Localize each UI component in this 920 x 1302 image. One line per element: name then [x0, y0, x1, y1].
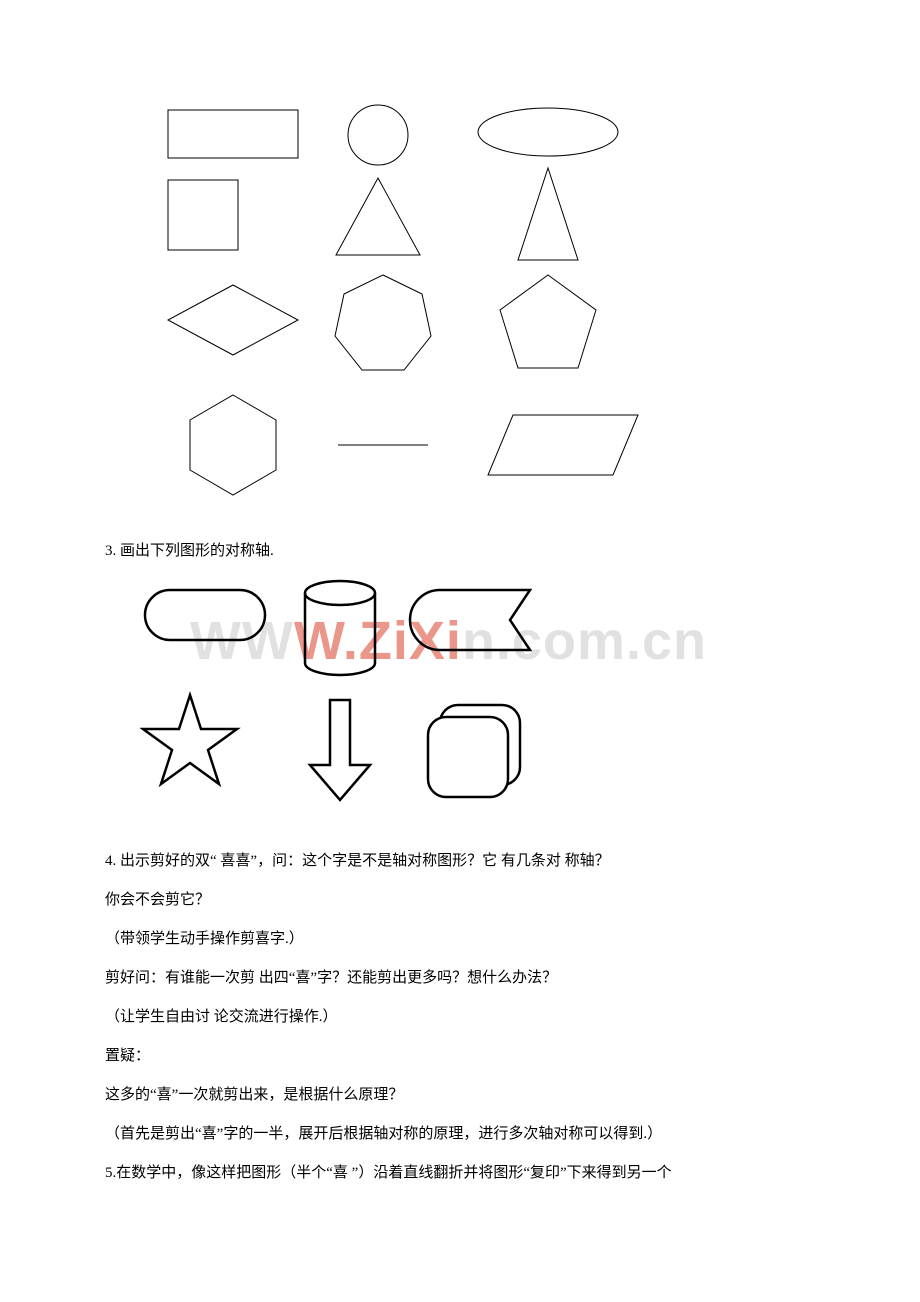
- cylinder-bottom: [305, 663, 375, 675]
- star-shape: [143, 695, 237, 784]
- text-line-3: 剪好问：有谁能一次剪 出四“喜”字？还能剪出更多吗？想什么办法？: [105, 959, 825, 998]
- q3-line: 3. 画出下列图形的对称轴.: [105, 532, 825, 571]
- bullet-shape: [410, 590, 530, 650]
- tall-triangle-shape: [518, 168, 578, 260]
- shapes-svg-2: [140, 575, 570, 825]
- rhombus-shape: [168, 285, 298, 355]
- down-arrow-shape: [310, 700, 370, 800]
- text-line-1: 你会不会剪它？: [105, 881, 825, 920]
- shapes-grid-2: [140, 575, 560, 830]
- shapes-svg-1: [158, 100, 678, 520]
- heptagon-shape: [335, 275, 431, 370]
- text-line-6: 这多的“喜”一次就剪出来，是根据什么原理？: [105, 1076, 825, 1115]
- text-line-2: （带领学生动手操作剪喜字.）: [105, 920, 825, 959]
- square-shape: [168, 180, 238, 250]
- rounded-square-front: [428, 717, 508, 797]
- stadium-shape: [145, 590, 265, 640]
- circle-shape: [348, 105, 408, 165]
- cylinder-top: [305, 581, 375, 605]
- question-3-text: 3. 画出下列图形的对称轴.: [105, 532, 825, 571]
- pentagon-shape: [500, 275, 596, 368]
- hexagon-shape: [190, 395, 276, 495]
- rectangle-shape: [168, 110, 298, 158]
- triangle-shape: [336, 178, 420, 255]
- shapes-grid-1: [158, 100, 668, 525]
- text-line-7: （首先是剪出“喜”字的一半，展开后根据轴对称的原理，进行多次轴对称可以得到.）: [105, 1115, 825, 1154]
- text-line-8: 5.在数学中，像这样把图形（半个“喜 ”）沿着直线翻折并将图形“复印”下来得到另…: [105, 1154, 825, 1193]
- text-line-0: 4. 出示剪好的双“ 喜喜”，问：这个字是不是轴对称图形？它 有几条对 称轴？: [105, 842, 825, 881]
- parallelogram-shape: [488, 415, 638, 475]
- main-text-block: 4. 出示剪好的双“ 喜喜”，问：这个字是不是轴对称图形？它 有几条对 称轴？ …: [105, 842, 825, 1193]
- text-line-4: （让学生自由讨 论交流进行操作.）: [105, 998, 825, 1037]
- text-line-5: 置疑：: [105, 1037, 825, 1076]
- ellipse-shape: [478, 108, 618, 156]
